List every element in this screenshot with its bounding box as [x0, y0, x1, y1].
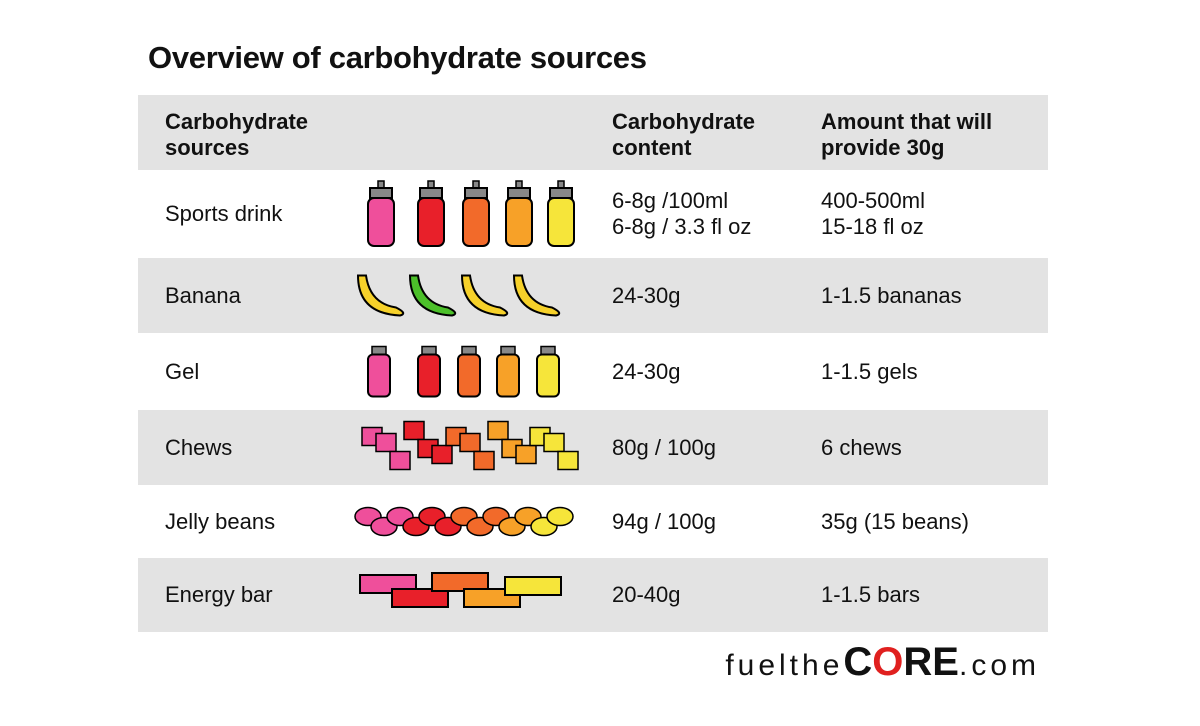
chew — [389, 450, 411, 471]
amount-cell: 15-18 fl oz — [821, 214, 924, 239]
amount-cell: 6 chews — [821, 434, 902, 460]
gel-cap — [500, 345, 516, 356]
content-cell: 20-40g — [612, 582, 681, 607]
header-cell: Carbohydrate sources — [165, 109, 309, 160]
amount-cell: 1-1.5 gels — [821, 358, 918, 384]
icon-group — [367, 180, 575, 247]
content-cell: 24-30g — [612, 282, 681, 308]
table-row: Jelly beans 94g / 100g 35g (15 beans) — [138, 485, 1048, 558]
header-cell: Amount that will provide 30g — [821, 109, 993, 160]
icon-group — [356, 274, 561, 317]
amount-cell: 35g (15 beans) — [821, 508, 969, 534]
source-cell: Sports drink — [165, 201, 283, 226]
energy-bar — [391, 588, 449, 608]
bottle-nozzle — [472, 180, 480, 189]
table-row: Sports drink 6-8g /100ml 6-8g / 3.3 fl oz 4… — [138, 170, 1048, 258]
table-row: Energy bar 20-40g 1-1.5 bars — [138, 558, 1048, 632]
icon-group — [354, 506, 574, 537]
brand-text: O — [872, 640, 904, 684]
chew — [543, 432, 565, 453]
bottle-cap — [507, 187, 531, 199]
source-cell: Gel — [165, 358, 200, 384]
brand-text: .com — [958, 649, 1040, 682]
table-row: Banana 24-30g 1-1.5 bananas — [138, 258, 1048, 333]
content-cell: 94g / 100g — [612, 508, 716, 534]
source-cell: Jelly beans — [165, 508, 276, 534]
title: Overview of carbohydrate sources — [148, 40, 647, 75]
jelly-bean — [546, 506, 574, 527]
gel-body — [496, 353, 520, 398]
gel-body — [536, 353, 560, 398]
gel-body — [457, 353, 481, 398]
bottle-cap — [549, 187, 573, 199]
bottle-nozzle — [557, 180, 565, 189]
chew — [557, 450, 579, 471]
content-cell: 80g / 100g — [612, 434, 716, 460]
chew — [403, 420, 425, 441]
bottle-nozzle — [427, 180, 435, 189]
chew — [375, 432, 397, 453]
header-cell: Carbohydrate content — [612, 109, 756, 160]
table-row: Gel 24-30g 1-1.5 gels — [138, 333, 1048, 410]
bottle-body — [367, 197, 395, 247]
icon-group — [359, 572, 562, 608]
brand-logo: fueltheCORE.com — [725, 640, 1040, 685]
banana — [356, 274, 405, 317]
bottle-cap — [419, 187, 443, 199]
source-cell: Chews — [165, 434, 233, 460]
table-row: Chews 80g / 100g 6 chews — [138, 410, 1048, 485]
amount-cell: 400-500ml — [821, 188, 925, 213]
brand-text: C — [843, 640, 873, 684]
bottle-nozzle — [515, 180, 523, 189]
gel-body — [367, 353, 391, 398]
banana — [512, 274, 561, 317]
icon-group — [361, 420, 579, 471]
chew — [459, 432, 481, 453]
header-row: Carbohydrate sources Carbohydrate conten… — [138, 95, 1048, 170]
gel-body — [417, 353, 441, 398]
bottle-body — [505, 197, 533, 247]
gel-cap — [421, 345, 437, 356]
bottle-body — [547, 197, 575, 247]
chew — [515, 444, 537, 465]
gel-cap — [461, 345, 477, 356]
chew — [487, 420, 509, 441]
bottle-body — [462, 197, 490, 247]
bottle-body — [417, 197, 445, 247]
amount-cell: 1-1.5 bars — [821, 582, 921, 607]
brand-text: RE — [903, 640, 959, 684]
source-cell: Energy bar — [165, 582, 273, 607]
gel-cap — [540, 345, 556, 356]
brand-text: fuelthe — [725, 649, 844, 682]
banana — [460, 274, 509, 317]
energy-bar — [431, 572, 489, 592]
chew — [473, 450, 495, 471]
icon-group — [367, 345, 560, 398]
amount-cell: 1-1.5 bananas — [821, 282, 962, 308]
gel-cap — [371, 345, 387, 356]
bottle-nozzle — [377, 180, 385, 189]
bottle-cap — [369, 187, 393, 199]
banana — [408, 274, 457, 317]
content-cell: 24-30g — [612, 358, 681, 384]
chew — [431, 444, 453, 465]
content-cell: 6-8g / 3.3 fl oz — [612, 214, 752, 239]
bottle-cap — [464, 187, 488, 199]
content-cell: 6-8g /100ml — [612, 188, 729, 213]
source-cell: Banana — [165, 282, 241, 308]
energy-bar — [504, 576, 562, 596]
